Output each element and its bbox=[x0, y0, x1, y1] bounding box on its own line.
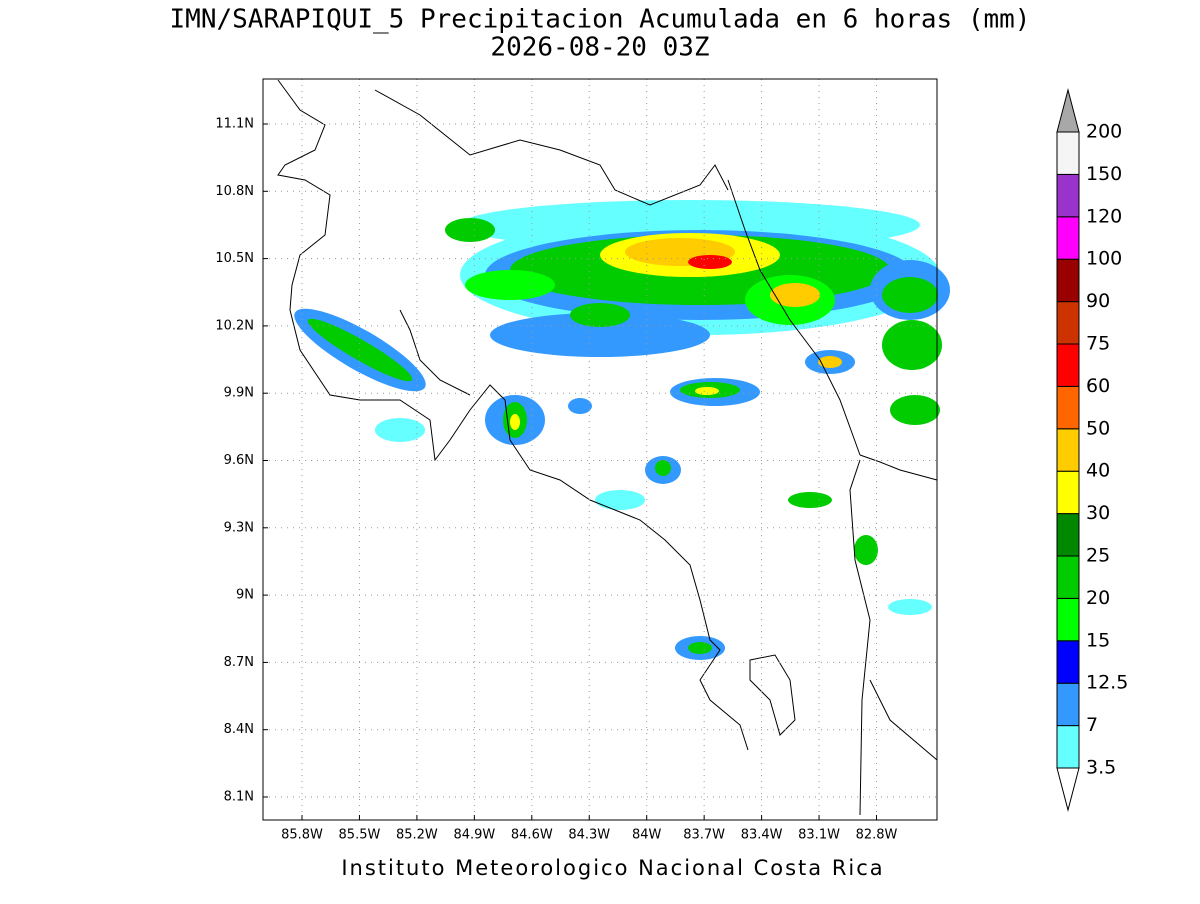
lat-label: 9.6N bbox=[224, 453, 254, 468]
colorbar-segment bbox=[1056, 385, 1080, 430]
lat-label: 9.3N bbox=[224, 520, 254, 535]
lon-label: 85.2W bbox=[396, 828, 438, 843]
colorbar-segment bbox=[1056, 682, 1080, 727]
colorbar-label: 75 bbox=[1086, 333, 1110, 355]
colorbar-label: 12.5 bbox=[1086, 672, 1128, 694]
subtitle: 2026-08-20 03Z bbox=[490, 33, 709, 63]
lon-label: 84.9W bbox=[453, 828, 495, 843]
colorbar-segment bbox=[1056, 258, 1080, 303]
lat-label: 9.9N bbox=[224, 386, 254, 401]
lat-label: 10.5N bbox=[215, 251, 254, 266]
title: IMN/SARAPIQUI_5 Precipitacion Acumulada … bbox=[170, 5, 1031, 35]
lat-label: 9N bbox=[236, 588, 254, 603]
colorbar-segment bbox=[1056, 428, 1080, 472]
lon-label: 85.8W bbox=[281, 828, 323, 843]
colorbar-label: 90 bbox=[1086, 290, 1110, 312]
colorbar-label: 3.5 bbox=[1086, 757, 1116, 779]
colorbar-label: 30 bbox=[1086, 502, 1110, 524]
colorbar-segment bbox=[1056, 343, 1080, 387]
precipitation-field bbox=[294, 200, 950, 660]
footer: Instituto Meteorologico Nacional Costa R… bbox=[341, 856, 884, 880]
lon-label: 84W bbox=[632, 828, 662, 843]
colorbar-segment bbox=[1056, 640, 1080, 684]
colorbar-label: 40 bbox=[1086, 460, 1110, 482]
lat-label: 11.1N bbox=[215, 117, 254, 132]
colorbar-label: 200 bbox=[1086, 121, 1122, 143]
lon-label: 84.6W bbox=[511, 828, 553, 843]
lat-label: 8.4N bbox=[224, 722, 254, 737]
lon-label: 84.3W bbox=[568, 828, 610, 843]
graticule: 11.1N 10.8N 10.5N 10.2N 9.9N 9.6N 9.3N 9N 8.7N 8.… bbox=[215, 79, 937, 843]
colorbar: 3.5 7 12.5 15 20 25 30 40 50 60 75 90 100 120 150 200 bbox=[1056, 88, 1128, 812]
colorbar-label: 25 bbox=[1086, 545, 1110, 567]
lon-label: 83.1W bbox=[798, 828, 840, 843]
map-frame bbox=[262, 78, 938, 821]
colorbar-segment bbox=[1056, 216, 1080, 260]
colorbar-label: 150 bbox=[1086, 163, 1122, 185]
colorbar-under bbox=[1056, 767, 1080, 812]
colorbar-segment bbox=[1056, 513, 1080, 557]
lon-label: 83.4W bbox=[741, 828, 783, 843]
colorbar-segment bbox=[1056, 131, 1080, 175]
colorbar-over bbox=[1056, 88, 1080, 133]
colorbar-segment bbox=[1056, 597, 1080, 642]
colorbar-label: 50 bbox=[1086, 417, 1110, 439]
colorbar-label: 100 bbox=[1086, 248, 1122, 270]
colorbar-label: 120 bbox=[1086, 205, 1122, 227]
lon-label: 85.5W bbox=[339, 828, 381, 843]
colorbar-segment bbox=[1056, 470, 1080, 515]
lat-label: 8.7N bbox=[224, 655, 254, 670]
colorbar-segment bbox=[1056, 555, 1080, 599]
lon-label: 83.7W bbox=[683, 828, 725, 843]
colorbar-segment bbox=[1056, 725, 1080, 769]
lon-label: 82.8W bbox=[856, 828, 898, 843]
colorbar-segment bbox=[1056, 173, 1080, 218]
lat-label: 10.2N bbox=[215, 318, 254, 333]
lat-label: 10.8N bbox=[215, 184, 254, 199]
colorbar-label: 20 bbox=[1086, 587, 1110, 609]
lat-label: 8.1N bbox=[224, 790, 254, 805]
colorbar-label: 60 bbox=[1086, 375, 1110, 397]
coastlines bbox=[277, 79, 938, 816]
colorbar-label: 15 bbox=[1086, 629, 1110, 651]
colorbar-label: 7 bbox=[1086, 714, 1098, 736]
colorbar-segment bbox=[1056, 301, 1080, 345]
